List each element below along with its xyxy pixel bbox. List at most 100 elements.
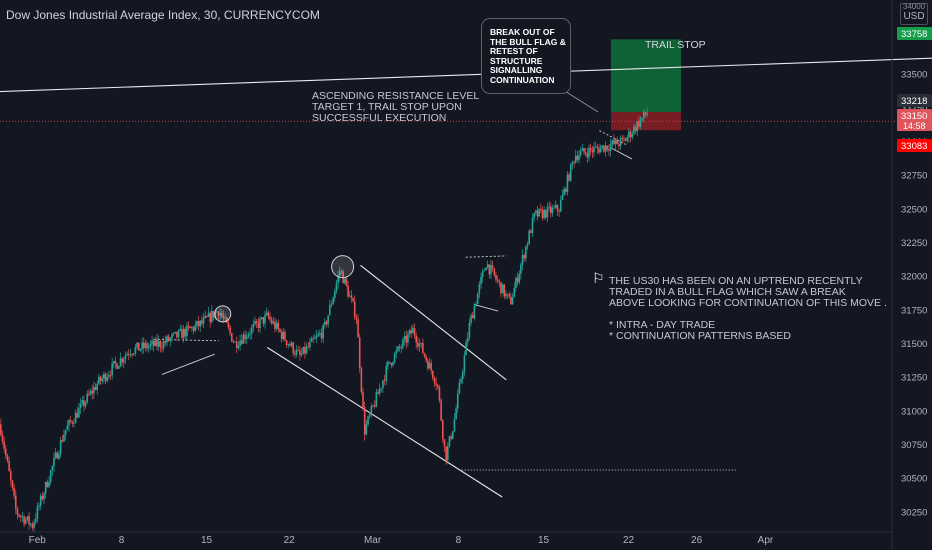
candle-body — [338, 271, 341, 276]
candle-body — [240, 340, 243, 344]
candle — [357, 314, 359, 338]
candle-body — [34, 518, 37, 523]
candle — [184, 326, 187, 341]
candle-body — [119, 358, 122, 367]
candle — [250, 324, 253, 340]
candle — [131, 352, 133, 358]
candle — [240, 334, 243, 345]
candle — [589, 143, 592, 156]
candle — [564, 187, 567, 195]
candle-body — [187, 325, 190, 327]
candle — [445, 445, 447, 465]
candle — [212, 310, 215, 321]
candle-body — [480, 276, 482, 285]
candle-body — [272, 321, 275, 324]
candle-body — [23, 516, 25, 524]
candle — [191, 325, 193, 332]
candle — [8, 456, 10, 472]
candle — [329, 299, 331, 316]
candle-body — [292, 342, 295, 354]
candle — [428, 357, 431, 369]
resistance-annotation[interactable]: ASCENDING RESISTANCE LEVEL TARGET 1, TRA… — [312, 90, 480, 124]
candle-body — [623, 138, 625, 140]
candle — [315, 329, 318, 343]
candle — [169, 336, 172, 347]
candle-body — [282, 331, 285, 340]
candle — [305, 343, 308, 355]
candle-body — [66, 425, 69, 430]
candle — [279, 328, 281, 333]
candle-body — [294, 353, 296, 355]
candle-body — [96, 383, 98, 390]
trail-stop-label[interactable]: TRAIL STOP — [645, 39, 706, 51]
candle — [106, 372, 108, 383]
candle — [285, 340, 288, 348]
candle-body — [289, 344, 291, 346]
y-tick-label: 30500 — [901, 474, 927, 485]
flag-line — [473, 303, 499, 312]
candle — [621, 134, 624, 145]
candle-body — [511, 297, 514, 305]
candle — [103, 371, 105, 383]
candle — [219, 308, 221, 320]
candle — [259, 315, 261, 333]
candle-body — [51, 466, 54, 471]
candle — [86, 390, 89, 405]
candle-body — [204, 316, 206, 318]
candle — [412, 324, 414, 334]
candle-body — [334, 291, 336, 298]
candle-body — [19, 516, 22, 518]
price-label-box — [897, 109, 932, 131]
candle-body — [398, 346, 401, 349]
candle-body — [69, 420, 72, 422]
candle-body — [596, 146, 599, 149]
candle-body — [309, 341, 311, 348]
candle-body — [481, 271, 484, 277]
candle-body — [468, 322, 471, 339]
breakout-callout[interactable]: BREAK OUT OF THE BULL FLAG & RETEST OF S… — [481, 18, 571, 94]
candle — [446, 442, 449, 464]
candle-body — [407, 334, 409, 343]
candle — [98, 373, 100, 386]
candle — [325, 320, 328, 328]
candle — [586, 147, 589, 163]
candle-body — [287, 344, 290, 345]
candle-body — [18, 514, 20, 517]
candle-body — [132, 353, 135, 355]
candle — [541, 206, 544, 221]
candle-body — [118, 366, 120, 369]
candle — [596, 144, 599, 154]
candle — [543, 205, 545, 220]
candle-body — [393, 353, 396, 363]
candle — [603, 145, 605, 153]
currency-badge[interactable]: 34000 USD — [900, 2, 928, 25]
candle — [623, 135, 625, 143]
candle — [442, 419, 444, 443]
candle-body — [556, 204, 559, 211]
trade-note[interactable]: THE US30 HAS BEEN ON AN UPTREND RECENTLY… — [609, 275, 887, 342]
candle — [616, 136, 619, 145]
candle — [14, 489, 17, 515]
candle-body — [24, 519, 27, 524]
candle — [174, 331, 177, 334]
candle-body — [515, 277, 517, 289]
swing-high-circle — [214, 305, 232, 323]
candle — [294, 349, 296, 359]
candle — [598, 143, 600, 155]
candle-body — [413, 327, 416, 336]
candle — [176, 331, 178, 342]
candle-body — [501, 284, 504, 294]
candle — [252, 319, 255, 332]
candle-body — [144, 343, 147, 349]
candle — [166, 334, 168, 347]
y-tick-label: 32000 — [901, 272, 927, 283]
candle — [139, 348, 142, 352]
candle — [473, 302, 476, 321]
candle — [56, 451, 59, 460]
candle-body — [378, 388, 381, 394]
candle-body — [460, 379, 462, 383]
candle — [222, 310, 225, 323]
candle-body — [478, 284, 481, 294]
candle-body — [8, 460, 10, 472]
